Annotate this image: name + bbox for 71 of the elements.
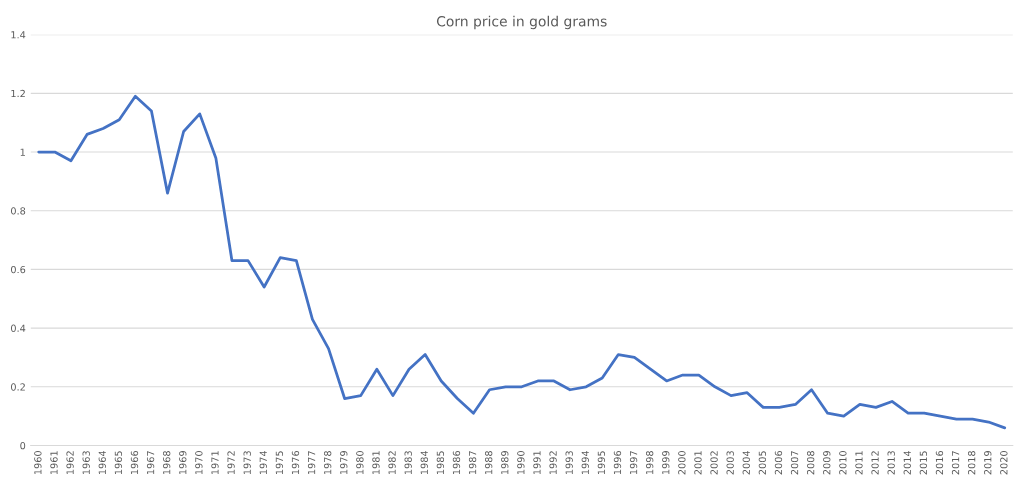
y-tick-label: 1 (20, 148, 25, 156)
x-tick-label: 1998 (645, 451, 654, 475)
x-tick-label: 2005 (758, 451, 767, 475)
x-tick-label: 2019 (984, 451, 992, 475)
x-tick-label: 2012 (871, 451, 879, 475)
x-tick-label: 1992 (549, 451, 557, 475)
x-tick-label: 2018 (967, 451, 976, 475)
x-tick-label: 2003 (726, 451, 734, 475)
y-tick-label: 1.2 (11, 89, 25, 98)
x-tick-label: 1994 (581, 450, 589, 475)
x-tick-label: 1982 (388, 451, 396, 475)
x-tick-label: 2006 (774, 450, 783, 475)
x-tick-label: 2009 (823, 451, 831, 475)
x-tick-label: 1960 (34, 451, 42, 475)
x-tick-label: 1977 (307, 451, 316, 475)
x-tick-label: 1987 (468, 451, 477, 475)
x-tick-label: 1991 (533, 451, 541, 475)
x-tick-label: 1986 (452, 450, 461, 475)
x-tick-label: 1995 (597, 451, 606, 475)
line-series (37, 94, 1007, 430)
x-tick-label: 2014 (903, 450, 911, 475)
x-tick-label: 1975 (275, 451, 284, 475)
x-tick-label: 1988 (485, 451, 493, 475)
x-tick-label: 1978 (324, 451, 332, 475)
x-tick-label: 1965 (114, 451, 123, 475)
x-tick-label: 1981 (372, 451, 380, 475)
x-tick-label: 2011 (855, 451, 863, 475)
x-tick-label: 2020 (1000, 451, 1008, 475)
x-tick-label: 1980 (356, 451, 364, 475)
x-tick-label: 2000 (678, 451, 686, 475)
x-tick-label: 1961 (50, 451, 58, 475)
x-tick-label: 2010 (839, 451, 847, 475)
x-tick-label: 1963 (82, 451, 90, 475)
x-tick-label: 1967 (146, 451, 155, 475)
x-tick-label: 1970 (195, 451, 203, 475)
x-tick-label: 1985 (436, 451, 445, 475)
x-tick-label: 1984 (420, 450, 428, 475)
x-tick-label: 2016 (935, 450, 944, 475)
chart-title: Corn price in gold grams (436, 15, 607, 30)
x-tick-label: 2004 (742, 450, 750, 475)
x-tick-label: 1962 (66, 451, 74, 475)
x-tick-label: 2017 (951, 451, 960, 475)
y-tick-label: 0.2 (11, 383, 25, 391)
x-tick-label: 1968 (163, 451, 171, 475)
x-tick-label: 2013 (887, 451, 895, 475)
x-tick-label: 1976 (291, 450, 300, 475)
x-tick-label: 1974 (259, 450, 267, 475)
x-tick-label: 2008 (806, 451, 815, 475)
x-tick-label: 1964 (98, 450, 106, 475)
y-tick-label: 1.4 (11, 31, 26, 39)
x-tick-label: 1973 (243, 451, 251, 475)
x-tick-label: 1969 (179, 451, 187, 475)
y-tick-label: 0.4 (11, 324, 26, 332)
y-tick-label: 0.8 (11, 207, 26, 215)
x-tick-label: 1972 (227, 451, 235, 475)
x-tick-label: 1979 (340, 451, 348, 475)
x-tick-label: 1983 (404, 451, 412, 475)
x-tick-label: 1997 (629, 451, 638, 475)
x-tick-label: 1966 (130, 450, 139, 475)
x-tick-label: 1996 (613, 450, 622, 475)
x-tick-label: 1971 (211, 451, 219, 475)
x-tick-label: 1989 (501, 451, 509, 475)
x-tick-label: 1993 (565, 451, 573, 475)
x-tick-label: 1990 (517, 451, 525, 475)
x-tick-label: 2001 (694, 451, 702, 475)
x-tick-label: 2007 (790, 451, 799, 475)
x-tick-label: 2002 (710, 451, 718, 475)
y-tick-label: 0 (20, 441, 26, 450)
x-tick-label: 1999 (662, 451, 670, 475)
y-tick-label: 0.6 (11, 265, 26, 274)
x-tick-label: 2015 (919, 451, 928, 475)
